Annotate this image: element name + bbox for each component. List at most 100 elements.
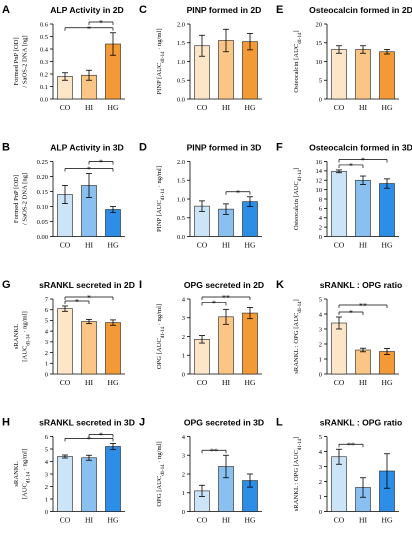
x-category-label: HI [222,241,230,250]
y-tick-label: 0.5 [177,215,185,222]
bar-co [331,322,347,375]
panel-title: OPG secreted in 2D [184,280,264,290]
y-tick-label: 0.4 [40,46,49,53]
error-bar [199,200,205,212]
bar-hg [242,312,258,375]
error-bar [223,308,229,325]
panel-label: L [276,417,283,429]
error-bar [336,448,342,465]
x-category-label: HG [382,103,393,112]
bar-co [57,308,73,375]
error-bar [62,454,68,459]
y-tick-label: 0 [45,371,48,378]
significance-label: ** [222,294,230,303]
panel-label: F [276,142,283,154]
significance-bracket: ** [338,302,388,311]
y-axis-title: Formed PnP [OD] / SaOS-2 DNA [ng] [13,173,29,225]
significance-bracket: * [64,165,114,174]
y-tick-label: 1.0 [177,196,185,203]
panel-j: J OPG secreted in 3D OPG [AUCd1-14 · ng/ml… [139,417,264,525]
panel-title: PINP formed in 3D [187,143,262,153]
significance-label: ** [210,447,218,456]
significance-label: * [361,156,365,165]
y-tick-label: 3 [182,453,185,460]
panel-label: E [276,4,283,16]
y-tick-label: 1 [45,361,48,368]
error-bar [384,453,390,489]
error-bar [199,484,205,497]
y-tick-label: 2 [45,484,48,491]
x-category-label: HI [359,103,367,112]
y-axis-title: sRANKL[AUCd1-14 · ng/ml] [13,311,31,361]
significance-label: * [99,158,103,167]
x-category-label: CO [334,241,345,250]
panel-title: ALP Activity in 2D [50,5,124,15]
panel-title: Osteocalcin formed in 3D [309,143,412,153]
y-tick-label: 0 [45,509,48,516]
error-bar [62,305,68,312]
y-tick-label: 0.10 [37,204,48,211]
error-bar [199,34,205,57]
panel-d: D PINP formed in 3D PINP [AUCd1-14 · ng/ml… [139,142,262,250]
y-tick-label: 2 [182,471,185,478]
significance-bracket: * [88,431,114,440]
significance-bracket: * [64,294,114,303]
panel-title: sRANKL secreted in 2D [39,280,135,290]
y-tick-label: 4 [319,449,323,456]
error-bar [247,32,253,51]
y-tick-label: 12 [316,178,323,185]
x-category-label: HG [108,378,119,387]
significance-bracket: * [201,299,227,308]
x-category-label: HI [85,378,93,387]
panel-title: sRANKL : OPG ratio [320,280,402,290]
error-bar [110,32,116,56]
y-tick-label: 3 [319,464,322,471]
panel-title: sRANKL secreted in 3D [39,418,135,428]
x-category-label: HG [382,378,393,387]
significance-bracket: * [64,24,114,33]
x-category-label: HG [108,516,119,525]
significance-label: * [87,435,91,444]
y-tick-label: 8 [319,196,322,203]
panel-label: A [2,4,10,16]
x-category-label: CO [60,103,71,112]
bar-hi [81,457,97,512]
error-bar [247,196,253,207]
error-bar [223,203,229,215]
y-axis-title: Formed PnP [OD] / SaOS-2 DNA [ng] [13,35,29,87]
error-bar [384,348,390,355]
error-bar [247,307,253,320]
y-tick-label: 0.05 [37,219,48,226]
bar-hi [355,179,371,237]
bar-co [57,456,73,512]
y-tick-label: 5 [45,318,48,325]
bar-co [331,456,347,512]
significance-bracket: ** [338,441,364,450]
y-tick-label: 1 [182,353,185,360]
y-tick-label: 2.0 [177,159,185,166]
error-bar [384,49,390,55]
y-tick-label: 0.0 [177,96,185,103]
significance-label: * [87,165,91,174]
x-category-label: HI [359,241,367,250]
y-tick-label: 15 [316,40,323,47]
panel-label: K [276,279,284,291]
error-bar [360,477,366,498]
y-tick-label: 0.0 [177,234,185,241]
error-bar [62,185,68,204]
significance-label: ** [347,441,355,450]
x-category-label: HI [359,516,367,525]
x-category-label: HG [245,516,256,525]
error-bar [62,72,68,81]
y-tick-label: 2 [319,341,322,348]
error-bar [86,173,92,198]
error-bar [110,206,116,213]
bar-hg [105,446,121,512]
error-bar [336,169,342,174]
y-tick-label: 1 [319,356,322,363]
significance-bracket: * [64,435,114,444]
significance-label: ** [359,302,367,311]
